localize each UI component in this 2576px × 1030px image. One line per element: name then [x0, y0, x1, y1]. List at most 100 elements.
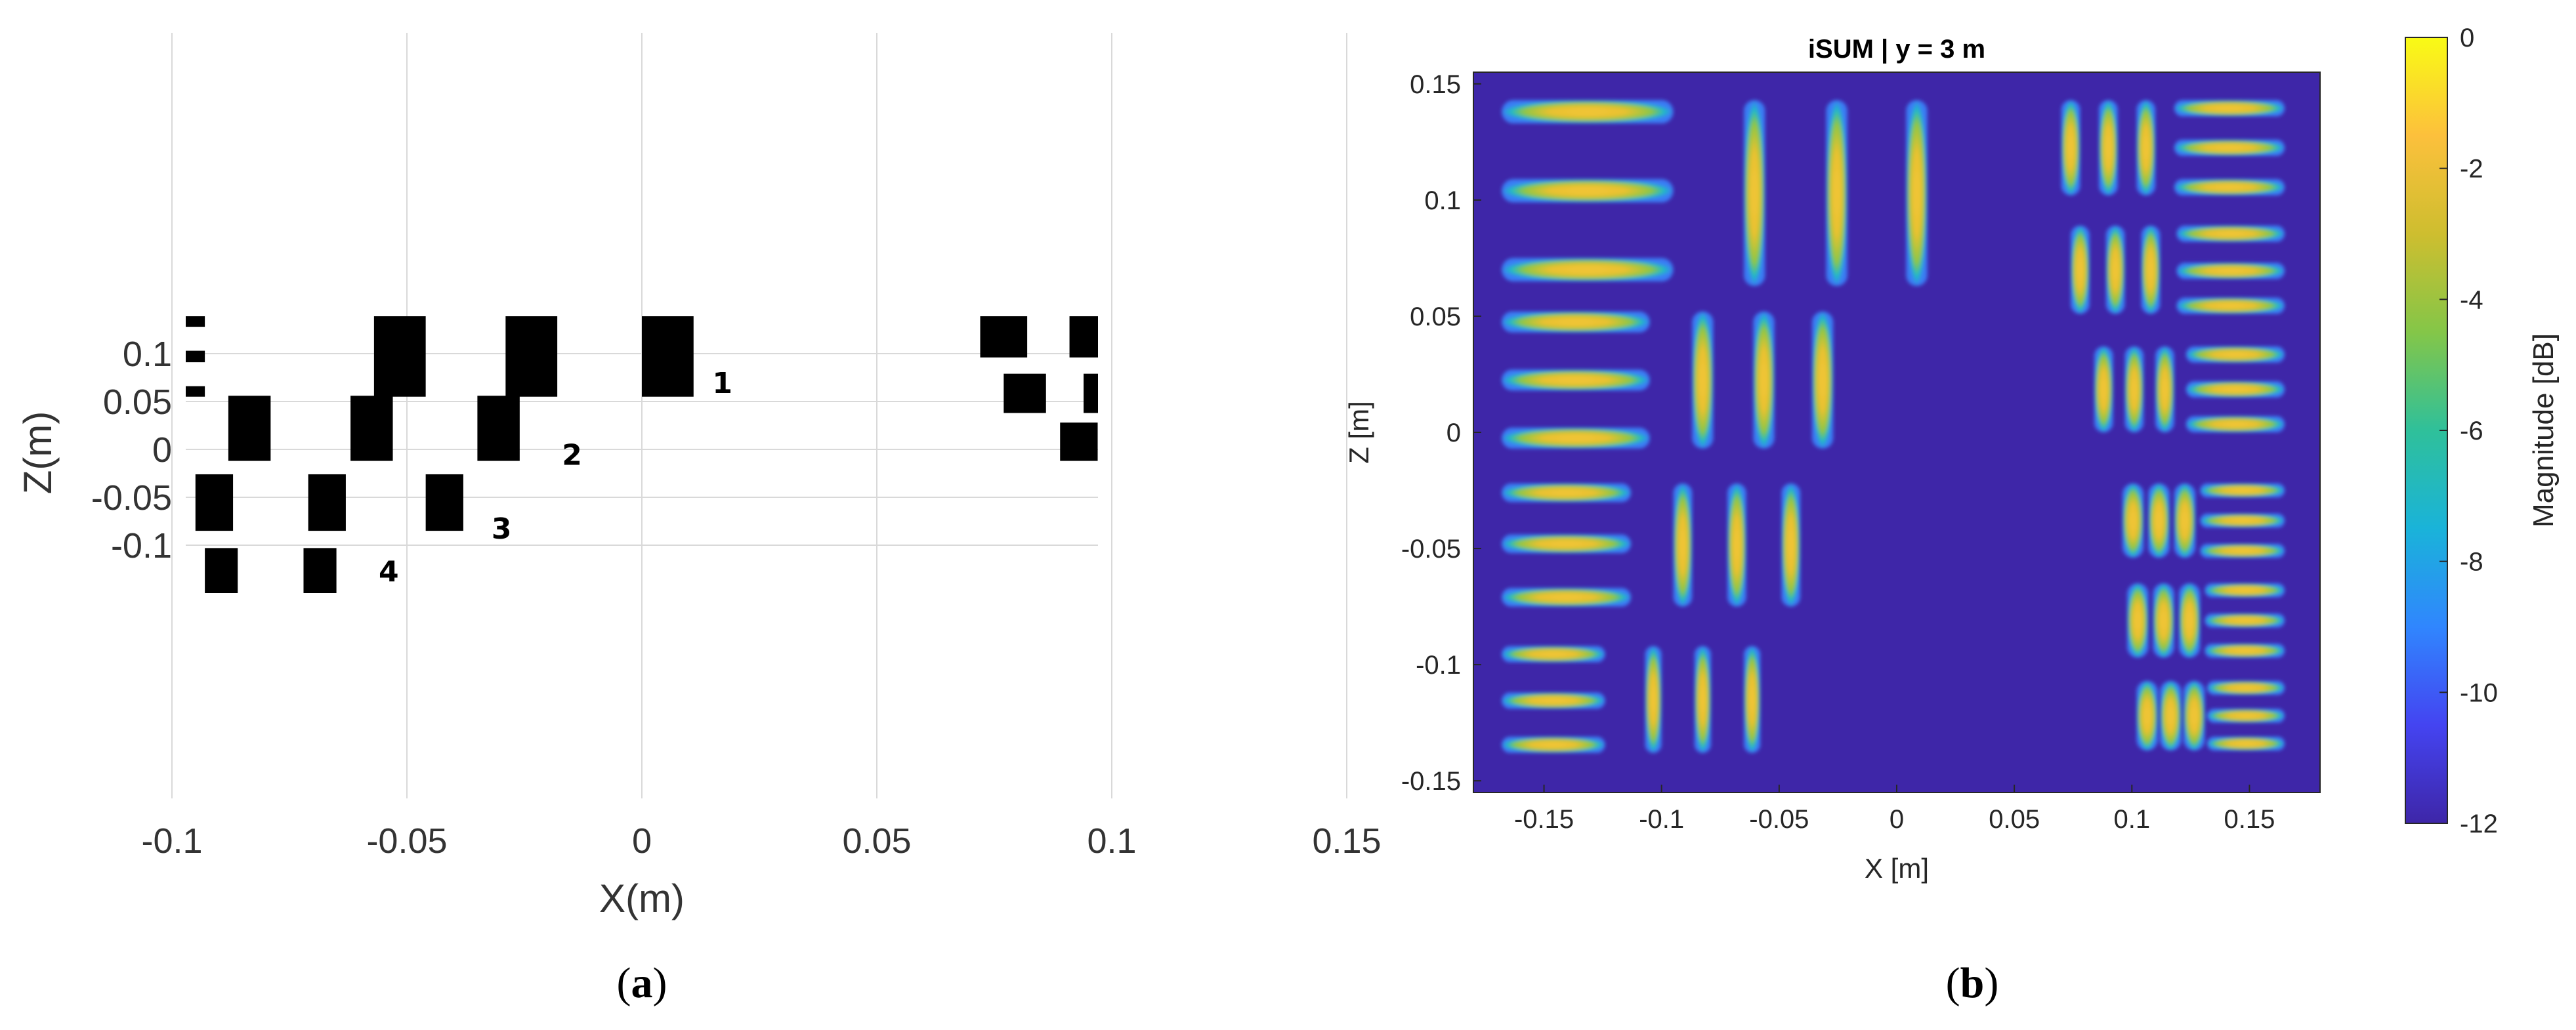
target-bar: [1177, 474, 1225, 510]
target-bar: [308, 474, 346, 531]
intensity-blob: [2174, 179, 2285, 196]
target-bar: [0, 567, 64, 575]
target-bar: [1243, 389, 1478, 399]
x-tick-label: 0.05: [1989, 805, 2040, 834]
target-bar: [1262, 558, 1304, 593]
target-bar: [1243, 374, 1478, 384]
intensity-blob: [2122, 483, 2144, 558]
intensity-blob: [1694, 646, 1711, 753]
x-tick-label: 0.1: [1087, 821, 1136, 861]
intensity-blob: [1502, 646, 1605, 663]
intensity-blob: [1502, 179, 1674, 203]
target-bar: [1210, 558, 1257, 593]
panel-a-x-axis-label: X(m): [599, 876, 685, 920]
bar-group-label: 3: [492, 512, 512, 546]
target-bar: [1248, 331, 1479, 342]
intensity-blob: [2160, 680, 2182, 751]
y-tick-label: 0.05: [1410, 302, 1461, 331]
y-tick-label: 0.15: [1410, 70, 1461, 99]
colorbar-tick-label: -12: [2460, 810, 2498, 838]
colorbar-tick-label: 0: [2460, 24, 2474, 52]
target-bar: [0, 548, 64, 556]
intensity-blob: [1781, 483, 1801, 607]
target-bar: [0, 587, 64, 593]
intensity-blob: [1906, 100, 1928, 286]
intensity-blob: [1692, 311, 1714, 449]
target-bar: [1309, 571, 1479, 581]
intensity-blob: [1753, 311, 1775, 449]
intensity-blob: [1727, 483, 1746, 607]
intensity-blob: [2178, 583, 2201, 658]
target-bar: [1159, 316, 1206, 358]
colorbar-tick-label: -8: [2460, 548, 2483, 577]
y-tick-label: 0: [1446, 419, 1461, 447]
x-tick-label: 0.15: [2224, 805, 2275, 834]
intensity-blob: [2094, 346, 2113, 432]
intensity-blob: [2136, 100, 2156, 196]
panel-b-x-axis-label: X [m]: [1865, 853, 1929, 884]
colorbar-tick-label: -6: [2460, 417, 2483, 445]
intensity-blob: [2205, 583, 2285, 598]
target-bar: [980, 316, 1028, 358]
target-bar: [477, 396, 520, 461]
target-bar: [1069, 316, 1098, 358]
intensity-blob: [2148, 483, 2170, 558]
colorbar-ticks: 0 -2 -4 -6 -8 -10 -12: [2439, 24, 2498, 838]
intensity-blob: [2176, 262, 2285, 279]
intensity-blob: [1502, 692, 1605, 709]
intensity-blob: [1502, 100, 1674, 124]
intensity-blob: [2206, 680, 2285, 695]
intensity-blob: [2127, 583, 2149, 658]
y-tick-label: -0.1: [1416, 651, 1461, 680]
intensity-blob: [2185, 381, 2285, 398]
target-bar: [1286, 487, 1479, 497]
intensity-blob: [2174, 100, 2285, 117]
y-tick-label: 0.1: [123, 335, 172, 374]
intensity-blob: [1502, 427, 1650, 449]
intensity-blob: [1744, 100, 1765, 286]
intensity-blob: [2200, 543, 2285, 558]
intensity-blob: [2099, 100, 2118, 196]
intensity-blob: [1645, 646, 1662, 753]
intensity-blob: [2205, 613, 2285, 628]
target-bar: [350, 396, 393, 461]
y-tick-label: -0.05: [1401, 535, 1461, 564]
panel-a-y-axis-label: Z(m): [16, 411, 60, 495]
panel-a-target-bars: [0, 316, 1479, 593]
y-tick-label: -0.15: [1401, 767, 1461, 796]
intensity-blob: [1744, 646, 1761, 753]
target-bar: [1295, 516, 1478, 526]
colorbar-tick-label: -10: [2460, 678, 2498, 707]
intensity-blob: [2124, 346, 2144, 432]
x-tick-label: 0.05: [842, 821, 911, 861]
y-tick-label: -0.1: [111, 526, 172, 566]
bar-group-label: 4: [379, 555, 399, 588]
target-bar: [1131, 422, 1168, 461]
panel-b-y-axis-label: Z [m]: [1343, 401, 1374, 464]
x-tick-label: -0.15: [1514, 805, 1574, 834]
target-bar: [1121, 474, 1168, 510]
target-bar: [1286, 500, 1479, 510]
target-bar: [1159, 558, 1206, 593]
x-tick-label: 0.1: [2113, 805, 2150, 834]
intensity-blob: [2136, 680, 2158, 751]
target-bar: [1309, 583, 1479, 593]
panel-a-y-tick-labels: 0.1 0.05 0 -0.05 -0.1: [91, 335, 172, 566]
x-tick-label: -0.1: [1639, 805, 1684, 834]
intensity-blob: [2176, 225, 2285, 242]
intensity-blob: [2185, 416, 2285, 432]
x-tick-label: -0.05: [1749, 805, 1809, 834]
intensity-blob: [2155, 346, 2174, 432]
intensity-blob: [1502, 258, 1674, 281]
intensity-blob: [1502, 369, 1650, 391]
target-bar: [186, 316, 205, 327]
intensity-blob: [2061, 100, 2080, 196]
intensity-blob: [2176, 297, 2285, 314]
intensity-blob: [2200, 483, 2285, 498]
intensity-blob: [2141, 225, 2161, 314]
bar-group-label: 2: [562, 438, 582, 472]
intensity-blob: [2200, 513, 2285, 528]
panel-b-intensity-blobs: [1502, 100, 2285, 753]
